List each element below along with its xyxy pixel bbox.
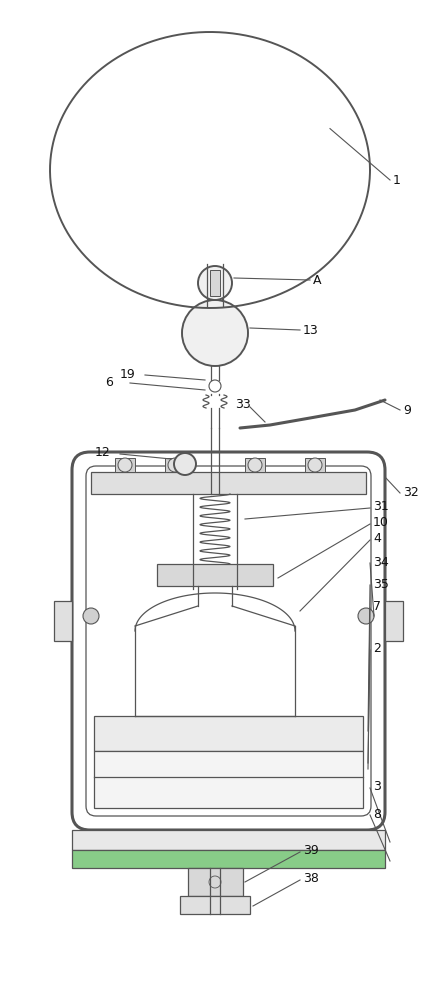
Bar [385,601,403,641]
Bar [210,270,220,296]
Text: 2: 2 [373,643,381,656]
Circle shape [248,458,262,472]
Text: 7: 7 [373,600,381,613]
Text: 6: 6 [105,375,113,388]
Bar [94,716,363,751]
Bar [188,868,243,896]
Text: 10: 10 [373,516,389,530]
Text: 12: 12 [95,446,111,460]
Bar [72,850,385,868]
Text: 39: 39 [303,844,319,857]
Text: 33: 33 [235,397,251,410]
Circle shape [168,458,182,472]
Bar [157,564,273,586]
Text: 4: 4 [373,532,381,546]
Circle shape [174,453,196,475]
Text: 9: 9 [403,404,411,418]
Bar [305,458,325,472]
Bar [94,751,363,808]
Bar [165,458,185,472]
Text: 1: 1 [393,174,401,186]
Text: 13: 13 [303,324,319,336]
Text: 38: 38 [303,872,319,886]
Text: 32: 32 [403,486,419,498]
Circle shape [83,608,99,624]
Text: 19: 19 [120,367,136,380]
Bar [72,830,385,850]
Circle shape [308,458,322,472]
Text: 3: 3 [373,780,381,794]
Circle shape [358,608,374,624]
Bar [180,896,250,914]
Circle shape [198,266,232,300]
Circle shape [118,458,132,472]
Text: 34: 34 [373,556,389,568]
Text: A: A [313,273,322,286]
Bar [91,472,366,494]
Text: 8: 8 [373,808,381,820]
Bar [54,601,72,641]
Text: 35: 35 [373,578,389,590]
Circle shape [182,300,248,366]
Bar [245,458,265,472]
Bar [115,458,135,472]
Text: 31: 31 [373,500,389,514]
